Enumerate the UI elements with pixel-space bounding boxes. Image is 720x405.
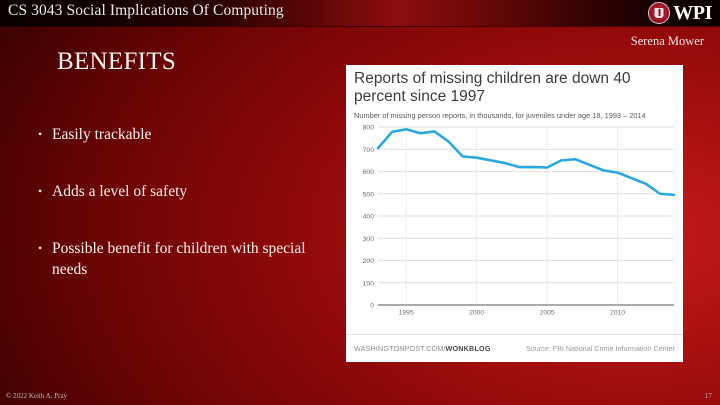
svg-text:2010: 2010 bbox=[610, 310, 625, 317]
svg-text:600: 600 bbox=[363, 169, 375, 176]
list-item: • Adds a level of safety bbox=[38, 181, 338, 202]
svg-text:700: 700 bbox=[363, 147, 375, 154]
publisher-domain: WASHINGTONPOST.COM/ bbox=[354, 344, 446, 353]
publisher-blog: WONKBLOG bbox=[445, 344, 491, 353]
bullet-marker-icon: • bbox=[38, 127, 43, 141]
seal-shield-icon bbox=[654, 8, 664, 18]
list-item-label: Adds a level of safety bbox=[52, 183, 188, 200]
chart-source-footer: WASHINGTONPOST.COM/WONKBLOG Source: FBI … bbox=[346, 334, 683, 362]
course-title: CS 3043 Social Implications Of Computing bbox=[8, 2, 284, 19]
wpi-seal-icon bbox=[648, 2, 671, 24]
svg-text:100: 100 bbox=[363, 280, 375, 287]
slide-header-bar: CS 3043 Social Implications Of Computing… bbox=[0, 0, 720, 26]
slide-copyright: © 2022 Keith A. Pray bbox=[6, 392, 68, 400]
svg-text:200: 200 bbox=[363, 258, 375, 265]
svg-text:500: 500 bbox=[363, 191, 375, 198]
slide-title: BENEFITS bbox=[57, 48, 177, 75]
bullet-marker-icon: • bbox=[38, 184, 43, 198]
chart-title: Reports of missing children are down 40 … bbox=[354, 70, 631, 105]
wpi-logo: WPI bbox=[648, 2, 712, 24]
bullet-marker-icon: • bbox=[38, 241, 43, 255]
wpi-wordmark: WPI bbox=[673, 2, 712, 24]
bullet-list: • Easily trackable • Adds a level of saf… bbox=[38, 124, 338, 316]
line-chart-svg: 0 100 200 300 400 500 600 700 800 1995 2000 2005 201… bbox=[363, 125, 676, 317]
list-item-label: Easily trackable bbox=[52, 126, 152, 143]
svg-text:800: 800 bbox=[363, 125, 375, 132]
svg-text:2000: 2000 bbox=[469, 310, 484, 317]
presenter-name: Serena Mower bbox=[630, 34, 704, 48]
chart-plot-area: 0 100 200 300 400 500 600 700 800 1995 2000 2005 201… bbox=[354, 123, 676, 323]
chart-source-publisher: WASHINGTONPOST.COM/WONKBLOG bbox=[354, 344, 491, 353]
svg-text:1995: 1995 bbox=[399, 310, 414, 317]
chart-image: Reports of missing children are down 40 … bbox=[346, 65, 683, 362]
list-item: • Possible benefit for children with spe… bbox=[38, 238, 338, 280]
svg-text:300: 300 bbox=[363, 236, 375, 243]
svg-text:0: 0 bbox=[370, 303, 374, 310]
slide-page-number: 17 bbox=[704, 391, 713, 400]
list-item-label: Possible benefit for children with speci… bbox=[52, 240, 306, 278]
svg-text:400: 400 bbox=[363, 214, 375, 221]
list-item: • Easily trackable bbox=[38, 124, 338, 145]
svg-text:2005: 2005 bbox=[540, 310, 555, 317]
chart-subtitle: Number of missing person reports, in tho… bbox=[354, 111, 646, 120]
chart-source-attribution: Source: FBI National Crime Information C… bbox=[525, 344, 675, 353]
